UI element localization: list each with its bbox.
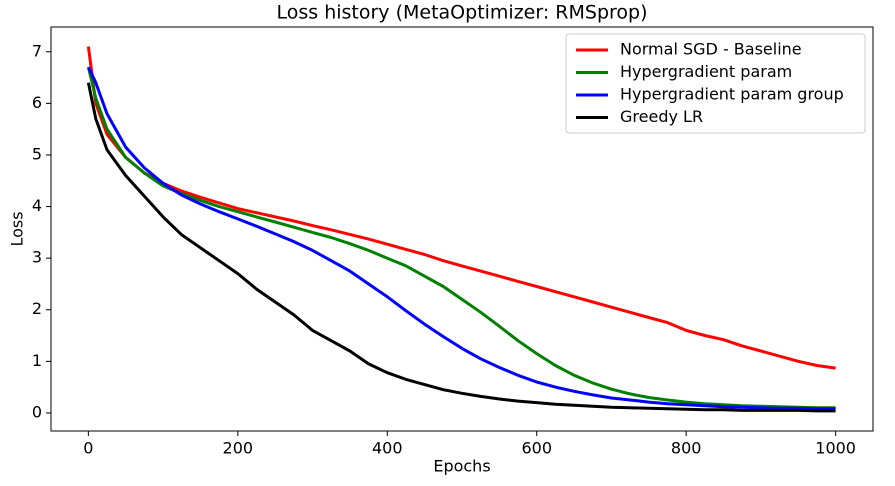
x-tick-label: 1000	[815, 439, 856, 458]
x-tick-label: 400	[372, 439, 403, 458]
legend-label: Greedy LR	[620, 107, 703, 126]
y-axis-label: Loss	[8, 211, 27, 246]
y-tick-label: 2	[32, 299, 42, 318]
y-tick-label: 1	[32, 351, 42, 370]
legend-label: Normal SGD - Baseline	[620, 40, 802, 59]
line-series	[86, 46, 836, 370]
legend-label: Hypergradient param group	[620, 85, 844, 104]
x-tick-label: 600	[521, 439, 552, 458]
line-series	[86, 82, 836, 413]
y-tick-label: 7	[32, 41, 42, 60]
y-tick-label: 6	[32, 93, 42, 112]
legend-box	[565, 33, 866, 134]
line-series	[87, 66, 836, 411]
plot-frame	[50, 26, 874, 432]
y-tick-label: 5	[32, 144, 42, 163]
chart-title: Loss history (MetaOptimizer: RMSprop)	[276, 2, 647, 24]
x-tick-label: 800	[671, 439, 702, 458]
x-axis-label: Epochs	[433, 457, 490, 476]
y-tick-label: 4	[32, 196, 42, 215]
x-tick-label: 0	[83, 439, 93, 458]
line-series	[86, 66, 836, 410]
y-tick-label: 0	[32, 402, 42, 421]
legend-label: Hypergradient param	[620, 62, 792, 81]
x-tick-label: 200	[223, 439, 254, 458]
y-tick-label: 3	[32, 248, 42, 267]
